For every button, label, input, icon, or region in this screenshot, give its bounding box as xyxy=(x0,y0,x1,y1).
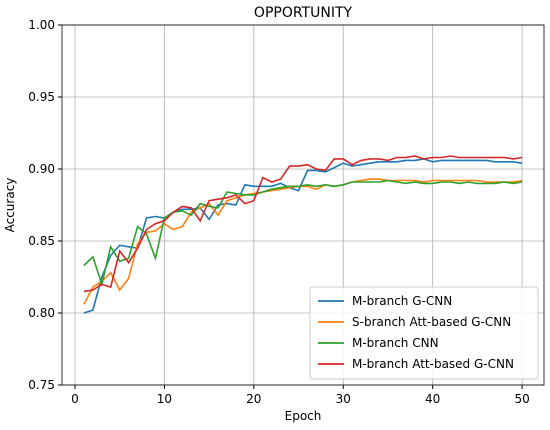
x-axis-label: Epoch xyxy=(285,409,322,423)
y-tick-label: 1.00 xyxy=(28,18,55,32)
x-tick-label: 10 xyxy=(157,392,172,406)
y-axis-label: Accuracy xyxy=(3,178,17,233)
legend-label: S-branch Att-based G-CNN xyxy=(352,315,511,329)
legend: M-branch G-CNN S-branch Att-based G-CNN M-… xyxy=(309,286,539,380)
x-tick-label: 30 xyxy=(336,392,351,406)
legend-box xyxy=(309,286,539,380)
x-tick-label: 20 xyxy=(246,392,261,406)
legend-label: M-branch Att-based G-CNN xyxy=(352,357,514,371)
line-series xyxy=(83,158,523,314)
x-tick-label: 50 xyxy=(514,392,529,406)
y-tick-label: 0.90 xyxy=(28,162,55,176)
legend-label: M-branch CNN xyxy=(352,336,439,350)
y-tick-label: 0.75 xyxy=(28,378,55,392)
x-tick-label: 40 xyxy=(425,392,440,406)
legend-label: M-branch G-CNN xyxy=(352,294,452,308)
chart-title: OPPORTUNITY xyxy=(254,5,353,21)
line-series xyxy=(83,179,523,288)
x-tick-label: 0 xyxy=(71,392,79,406)
y-tick-label: 0.80 xyxy=(28,306,55,320)
line-series xyxy=(83,155,523,293)
plot-frame xyxy=(61,24,545,386)
y-tick-label: 0.95 xyxy=(28,90,55,104)
y-tick-label: 0.85 xyxy=(28,234,55,248)
